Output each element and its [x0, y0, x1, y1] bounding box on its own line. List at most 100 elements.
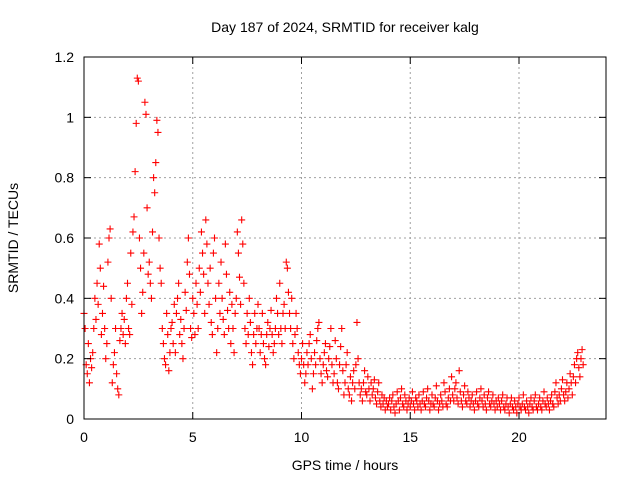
- data-point: [441, 388, 449, 396]
- data-point: [415, 391, 423, 399]
- data-point: [396, 394, 404, 402]
- data-point: [185, 270, 193, 278]
- data-point: [543, 394, 551, 402]
- data-point: [536, 394, 544, 402]
- data-point: [103, 340, 111, 348]
- data-point: [299, 340, 307, 348]
- data-point: [429, 400, 437, 408]
- data-point: [118, 309, 126, 317]
- data-point: [128, 300, 136, 308]
- data-point: [129, 228, 137, 236]
- data-point: [108, 379, 116, 387]
- data-point: [209, 249, 217, 257]
- data-point: [453, 394, 461, 402]
- data-point: [218, 294, 226, 302]
- data-point: [341, 379, 349, 387]
- data-point: [306, 331, 314, 339]
- data-point: [538, 406, 546, 414]
- data-point: [507, 394, 515, 402]
- data-point: [432, 382, 440, 390]
- data-point: [308, 385, 316, 393]
- data-point: [144, 270, 152, 278]
- data-point: [167, 325, 175, 332]
- data-point: [393, 388, 401, 396]
- data-point: [279, 309, 287, 317]
- data-point: [199, 249, 207, 257]
- data-point: [348, 397, 356, 405]
- data-point: [421, 403, 429, 411]
- data-point: [525, 409, 533, 417]
- data-point: [229, 325, 237, 332]
- x-tick-label: 10: [294, 429, 310, 445]
- data-point: [400, 403, 408, 411]
- data-point: [527, 394, 535, 402]
- data-point: [565, 385, 573, 393]
- data-point: [387, 406, 395, 414]
- data-point: [204, 279, 212, 287]
- data-point: [328, 361, 336, 369]
- data-point: [221, 240, 229, 248]
- data-point: [270, 340, 278, 348]
- data-point: [466, 403, 474, 411]
- data-point: [477, 385, 485, 393]
- data-point: [261, 355, 269, 363]
- data-point: [523, 397, 531, 405]
- data-point: [305, 340, 313, 348]
- data-point: [155, 234, 163, 242]
- data-point: [530, 397, 538, 405]
- data-point: [448, 373, 456, 381]
- data-point: [288, 294, 296, 302]
- data-point: [119, 331, 127, 339]
- data-point: [343, 349, 351, 357]
- data-point: [205, 300, 213, 308]
- data-point: [303, 349, 311, 357]
- data-point: [389, 391, 397, 399]
- data-point: [214, 325, 222, 332]
- data-point: [153, 116, 161, 124]
- data-point: [501, 406, 509, 414]
- tick-labels: 0 0.2 0.4 0.6 0.8 1 1.2 0 5 10 15 20: [55, 49, 527, 445]
- data-point: [385, 400, 392, 408]
- data-point: [576, 373, 584, 381]
- data-point: [315, 318, 323, 326]
- data-point: [430, 403, 438, 411]
- data-point: [157, 279, 165, 287]
- data-point: [473, 388, 481, 396]
- data-point: [511, 397, 519, 405]
- data-point: [420, 400, 428, 408]
- data-point: [268, 331, 276, 339]
- data-point: [351, 385, 359, 393]
- data-point: [284, 288, 292, 296]
- data-point: [283, 264, 291, 272]
- data-point: [193, 300, 201, 308]
- data-point: [489, 391, 497, 399]
- data-point: [333, 379, 341, 387]
- data-point: [85, 379, 93, 387]
- data-point: [163, 309, 171, 317]
- data-point: [94, 300, 102, 308]
- data-point: [109, 361, 117, 369]
- data-point: [419, 388, 427, 396]
- data-point: [139, 288, 147, 296]
- data-point: [227, 340, 235, 348]
- data-point: [83, 370, 91, 378]
- y-tick-label: 0: [66, 411, 74, 427]
- data-point: [292, 309, 300, 317]
- data-point: [317, 370, 325, 378]
- data-point: [337, 343, 345, 351]
- data-point: [107, 294, 115, 302]
- data-point: [133, 74, 141, 82]
- data-point: [478, 397, 486, 405]
- data-point: [255, 325, 263, 332]
- data-point: [435, 406, 443, 414]
- data-point: [401, 391, 409, 399]
- data-point: [197, 228, 205, 236]
- data-point: [182, 306, 190, 314]
- data-point: [442, 400, 450, 408]
- data-point: [213, 349, 221, 357]
- data-point: [219, 315, 227, 323]
- data-point: [137, 264, 145, 272]
- data-point: [324, 373, 332, 381]
- data-point: [258, 309, 266, 317]
- data-point: [451, 385, 459, 393]
